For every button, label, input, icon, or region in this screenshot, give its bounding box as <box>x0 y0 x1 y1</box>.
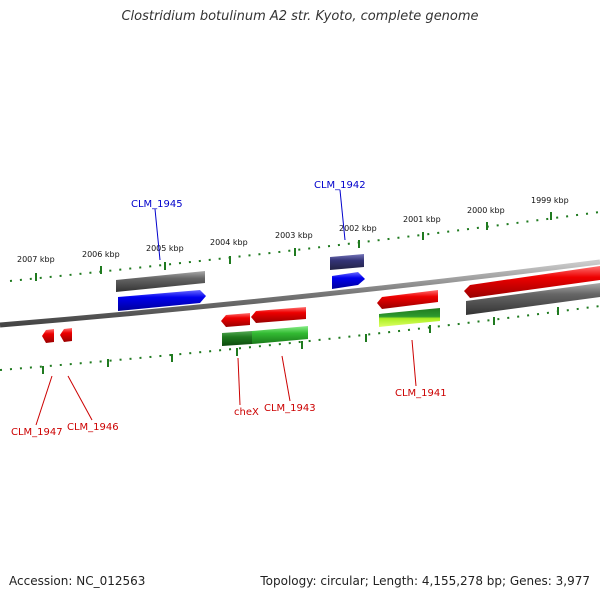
gene-label-clm-1945[interactable]: CLM_1945 <box>131 199 183 210</box>
genome-backbone <box>0 259 600 328</box>
tick-label: 2001 kbp <box>403 215 441 224</box>
gene-red-arrow-small[interactable] <box>60 328 72 342</box>
tick-label: 2006 kbp <box>82 250 120 259</box>
gene-red-arrow[interactable] <box>221 313 250 327</box>
feature-purple[interactable] <box>330 254 364 270</box>
leader-line <box>339 189 346 241</box>
gene-label-clm-1946[interactable]: CLM_1946 <box>67 422 119 433</box>
upper-major-ticks <box>35 212 552 281</box>
gene-chex[interactable] <box>222 331 252 346</box>
lower-major-ticks <box>42 307 559 374</box>
accession-label: Accession: NC_012563 <box>9 574 146 588</box>
tick-label: 2000 kbp <box>467 206 505 215</box>
gene-clm-1943[interactable] <box>252 326 308 344</box>
tick-label: 2002 kbp <box>339 224 377 233</box>
gene-labels: CLM_1945 CLM_1942 CLM_1947 CLM_1946 cheX… <box>11 180 447 438</box>
genome-summary: Topology: circular; Length: 4,155,278 bp… <box>260 574 590 588</box>
tick-label: 2003 kbp <box>275 231 313 240</box>
tick-label: 2007 kbp <box>17 255 55 264</box>
leader-line <box>67 375 93 421</box>
leader-line <box>411 339 417 387</box>
genome-title: Clostridium botulinum A2 str. Kyoto, com… <box>121 9 479 24</box>
gene-red-arrow[interactable] <box>464 266 600 298</box>
leader-lines <box>35 189 417 426</box>
tick-labels: 2007 kbp 2006 kbp 2005 kbp 2004 kbp 2003… <box>17 196 569 264</box>
gene-clm-1942[interactable] <box>332 272 365 289</box>
leader-line <box>237 357 241 406</box>
leader-line <box>154 208 161 261</box>
gene-red-arrow[interactable] <box>377 290 438 309</box>
tick-label: 2004 kbp <box>210 238 248 247</box>
gene-label-chex[interactable]: cheX <box>234 407 259 418</box>
gene-red-arrow-small[interactable] <box>42 329 54 343</box>
gene-red-arrow[interactable] <box>251 307 306 323</box>
gene-label-clm-1942[interactable]: CLM_1942 <box>314 180 366 191</box>
gene-clm-1941[interactable] <box>379 308 440 327</box>
gene-clm-1945[interactable] <box>118 290 206 311</box>
lower-ruler <box>0 305 600 371</box>
leader-line <box>35 375 53 426</box>
tick-label: 1999 kbp <box>531 196 569 205</box>
gene-label-clm-1947[interactable]: CLM_1947 <box>11 427 63 438</box>
feature-gray[interactable] <box>116 271 205 292</box>
upper-ruler <box>9 211 600 282</box>
gene-label-clm-1941[interactable]: CLM_1941 <box>395 388 447 399</box>
leader-line <box>281 355 291 402</box>
feature-gray[interactable] <box>466 283 600 315</box>
gene-label-clm-1943[interactable]: CLM_1943 <box>264 403 316 414</box>
tick-label: 2005 kbp <box>146 244 184 253</box>
